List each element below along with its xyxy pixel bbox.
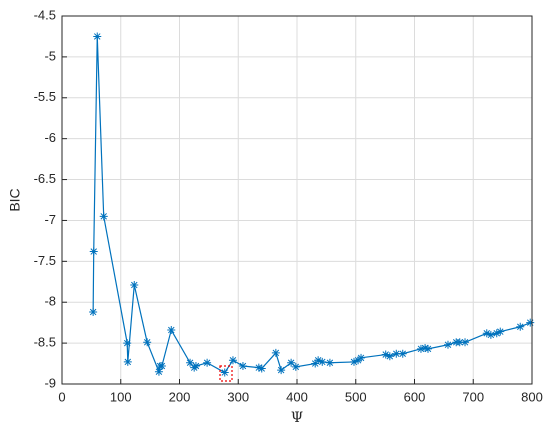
x-tick-label: 300 [227,389,249,404]
data-point [392,349,401,358]
data-point [257,364,266,373]
data-point [89,308,98,317]
x-tick-label: 700 [462,389,484,404]
data-point [424,344,433,353]
y-tick-label: -6.5 [34,171,56,186]
data-point [93,32,102,41]
data-point [416,344,425,353]
data-point [516,322,525,331]
x-tick-label: 800 [521,389,543,404]
data-point [492,329,501,338]
data-point [220,368,229,377]
data-point [287,358,296,367]
data [89,32,535,377]
data-point [443,340,452,349]
data-point [99,212,108,221]
data-point [238,362,247,371]
data-point [318,357,327,366]
data-point [349,357,358,366]
data-point [381,350,390,359]
data-point [123,357,132,366]
data-point [123,339,132,348]
y-tick-label: -4.5 [34,7,56,22]
x-tick-label: 600 [404,389,426,404]
y-tick-label: -8.5 [34,335,56,350]
data-point [357,353,366,362]
data-point [203,358,212,367]
data-point [385,352,394,361]
y-tick-label: -7.5 [34,253,56,268]
y-axis-label: BIC [7,188,23,211]
y-tick-label: -5 [44,48,56,63]
data-point [228,356,237,365]
data-point [271,348,280,357]
data-point [143,338,152,347]
data-point [325,358,334,367]
data-point [254,363,263,372]
data-point [461,338,470,347]
highlight-box [219,365,233,382]
data-point [89,247,98,256]
data-point [291,362,300,371]
data-point [191,362,200,371]
data-point [314,356,323,365]
data-point [157,362,166,371]
data-point [186,358,195,367]
y-tick-label: -8 [44,294,56,309]
y-tick-label: -7 [44,212,56,227]
data-point [526,318,535,327]
data-point [496,327,505,336]
axes-box [61,15,533,385]
data-point [130,281,139,290]
x-tick-label: 200 [169,389,191,404]
data-point [455,338,464,347]
x-tick-label: 500 [345,389,367,404]
data-point [421,344,430,353]
data-point [167,326,176,335]
data-point [482,329,491,338]
data-point [311,359,320,368]
y-tick-label: -6 [44,130,56,145]
x-tick-label: 0 [58,389,65,404]
data-point [277,366,286,375]
x-axis-label: Ψ [291,410,303,426]
x-tick-label: 100 [110,389,132,404]
data-point [486,330,495,339]
x-tick-label: 400 [286,389,308,404]
y-tick-label: -9 [44,375,56,390]
data-point [398,349,407,358]
y-tick-label: -5.5 [34,89,56,104]
data-point [154,367,163,376]
